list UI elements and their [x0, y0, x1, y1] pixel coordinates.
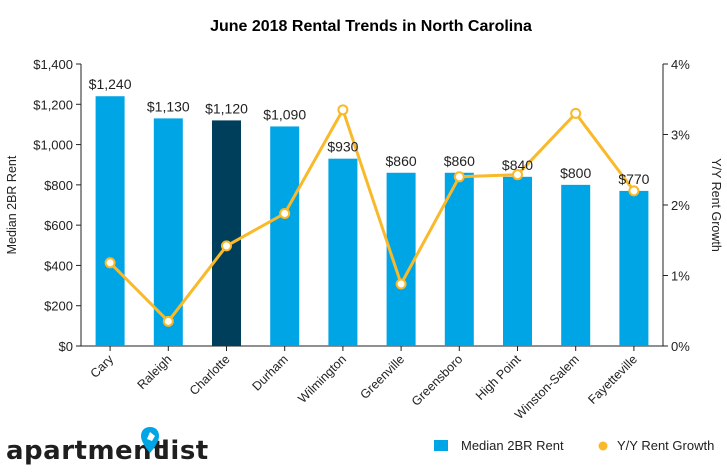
y-tick-label: $200: [44, 299, 73, 314]
y-tick-label: $400: [44, 258, 73, 273]
bar-value-label: $1,240: [89, 76, 132, 92]
y-tick-label: $1,400: [33, 57, 73, 72]
y-tick-label: $1,000: [33, 138, 73, 153]
pin-icon: [141, 427, 159, 453]
right-axis: 0% 1% 2% 3% 4%: [662, 57, 690, 354]
y2-tick-label: 2%: [671, 198, 690, 213]
x-tick-labels: Cary Raleigh Charlotte Durham Wilmington Gree…: [88, 346, 640, 422]
y2-tick-label: 4%: [671, 57, 690, 72]
bar-value-label: $1,130: [147, 98, 190, 114]
bar-value-label: $860: [444, 153, 475, 169]
legend-label-growth: Y/Y Rent Growth: [617, 438, 714, 453]
bar-value-label: $930: [327, 139, 358, 155]
bar-value-label: $1,120: [205, 100, 248, 116]
chart-title: June 2018 Rental Trends in North Carolin…: [210, 18, 532, 35]
growth-point: [162, 315, 174, 327]
growth-point: [221, 240, 232, 252]
x-tick-label: Cary: [88, 352, 117, 381]
bar: [619, 190, 649, 346]
growth-point: [337, 104, 349, 116]
growth-line: [109, 108, 636, 323]
growth-point: [628, 185, 640, 197]
brand-right: list: [161, 436, 209, 466]
bar-value-label: $860: [386, 153, 417, 169]
y2-tick-label: 1%: [671, 269, 690, 284]
growth-line-group: [104, 104, 640, 327]
left-axis: $0 $200 $400 $600 $800 $1,000 $1,200 $1,400: [33, 57, 82, 354]
x-tick-label: Fayetteville: [585, 352, 640, 407]
y-tick-label: $0: [59, 339, 73, 354]
y2-tick-label: 0%: [671, 339, 690, 354]
bar: [328, 158, 358, 346]
x-tick-label: Wilmington: [295, 352, 349, 406]
y-axis-label: Median 2BR Rent: [5, 155, 19, 254]
x-tick-label: Greenville: [358, 352, 408, 402]
bar: [561, 184, 591, 346]
growth-point: [279, 207, 291, 219]
y2-axis-label: Y/Y Rent Growth: [709, 158, 723, 252]
x-tick-label: Durham: [249, 352, 290, 393]
bar: [444, 172, 474, 346]
growth-point: [512, 169, 523, 181]
y-tick-label: $800: [44, 178, 73, 193]
legend-swatch-growth: [598, 441, 608, 451]
bar-value-label: $1,090: [263, 106, 306, 122]
x-tick-label: High Point: [473, 352, 524, 403]
bar-value-label: $840: [502, 157, 533, 173]
bar: [95, 96, 125, 346]
growth-point: [453, 171, 465, 183]
growth-point: [395, 278, 407, 290]
legend-label-rent: Median 2BR Rent: [461, 438, 564, 453]
bar: [503, 176, 532, 346]
legend: Median 2BR Rent Y/Y Rent Growth: [434, 438, 714, 453]
bar-value-label: $770: [618, 171, 649, 187]
y-tick-label: $600: [44, 218, 73, 233]
y-tick-label: $1,200: [33, 97, 73, 112]
x-tick-label: Greensboro: [409, 352, 466, 409]
bar-value-labels: $1,240 $1,130 $1,120 $1,090 $930 $860 $860 $840…: [89, 76, 650, 187]
brand-left: apartment: [6, 436, 165, 466]
bar: [212, 120, 241, 347]
brand-logo: apartment list: [6, 427, 209, 466]
x-tick-label: Charlotte: [187, 352, 233, 398]
bar-value-label: $800: [560, 165, 591, 181]
x-tick-label: Raleigh: [135, 352, 175, 392]
bar: [270, 126, 300, 346]
bar: [386, 172, 416, 346]
growth-point: [104, 257, 116, 269]
growth-point: [570, 107, 582, 119]
legend-swatch-rent: [434, 440, 448, 451]
y2-tick-label: 3%: [671, 128, 690, 143]
